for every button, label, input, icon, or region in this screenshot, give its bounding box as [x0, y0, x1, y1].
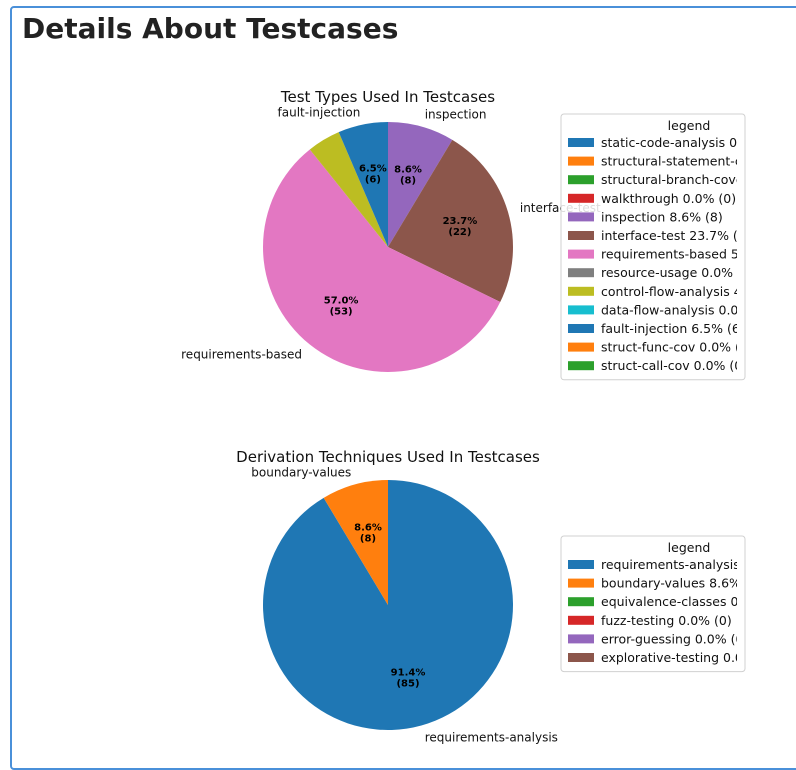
chart-title: Derivation Techniques Used In Testcases — [236, 448, 540, 466]
page-title: Details About Testcases — [22, 12, 399, 45]
slice-name-label: inspection — [425, 107, 487, 121]
slice-name-label: requirements-based — [181, 347, 302, 361]
legend-swatch-requirements-analysis — [568, 560, 594, 569]
legend-swatch-struct-func-cov — [568, 342, 594, 352]
legend-swatch-data-flow-analysis — [568, 305, 594, 315]
pie-slice-interface-test — [388, 139, 513, 303]
legend-entry-struct-call-cov: struct-call-cov 0.0% (0 — [601, 358, 742, 373]
legend-entry-boundary-values: boundary-values 8.6% — [601, 576, 741, 591]
chart-title: Test Types Used In Testcases — [280, 88, 495, 106]
legend-swatch-struct-call-cov — [568, 361, 594, 371]
legend-swatch-equivalence-classes — [568, 597, 594, 607]
legend-entry-walkthrough: walkthrough 0.0% (0) — [601, 191, 736, 206]
pie-slice-boundary-values — [323, 480, 388, 605]
legend-swatch-error-guessing — [568, 634, 594, 644]
slice-percent-label: 57.0% (53) — [324, 296, 359, 318]
legend-swatch-resource-usage — [568, 268, 594, 278]
legend-swatch-requirements-based — [568, 249, 594, 259]
legend-entry-fault-injection: fault-injection 6.5% (6 — [601, 321, 740, 336]
legend-box — [560, 113, 746, 381]
legend-swatch-control-flow-analysis — [568, 286, 594, 296]
legend-entry-interface-test: interface-test 23.7% ( — [601, 228, 738, 243]
slice-percent-label: 91.4% (85) — [391, 667, 426, 689]
legend-swatch-interface-test — [568, 231, 594, 240]
legend-swatch-static-code-analysis — [568, 138, 594, 147]
legend-entry-data-flow-analysis: data-flow-analysis 0.0 — [601, 302, 738, 317]
legend-entry-static-code-analysis: static-code-analysis 0 — [601, 135, 737, 150]
legend-swatch-boundary-values — [568, 578, 594, 588]
legend-entry-error-guessing: error-guessing 0.0% (0 — [601, 631, 743, 646]
test-types-pie-chart: Test Types Used In Testcases 8.6% (8) inspe… — [181, 88, 746, 381]
legend-entry-control-flow-analysis: control-flow-analysis 4 — [601, 284, 742, 299]
slice-name-label: fault-injection — [278, 105, 361, 119]
pie-slice-inspection — [388, 122, 453, 247]
legend-entry-explorative-testing: explorative-testing 0.0 — [601, 650, 743, 665]
pie-slice-fault-injection — [338, 122, 388, 247]
legend-swatch-structural-branch-coverage — [568, 175, 594, 185]
legend-entry-resource-usage: resource-usage 0.0% ( — [601, 265, 742, 280]
derivation-techniques-pie-chart: Derivation Techniques Used In Testcases 9… — [236, 448, 746, 745]
legend-entry-fuzz-testing: fuzz-testing 0.0% (0) — [601, 613, 732, 628]
legend-swatch-explorative-testing — [568, 653, 594, 662]
legend-entry-structural-branch-coverage: structural-branch-cove — [601, 172, 744, 187]
slice-percent-label: 8.6% (8) — [394, 165, 422, 187]
pie-slice-control-flow-analysis — [309, 132, 388, 247]
legend-entry-inspection: inspection 8.6% (8) — [601, 209, 723, 224]
slice-percent-label: 23.7% (22) — [443, 216, 478, 238]
legend-box — [560, 535, 746, 673]
slice-name-label: requirements-analysis — [425, 731, 558, 745]
legend-title: legend — [668, 540, 711, 555]
slice-name-label: boundary-values — [251, 465, 351, 479]
legend-entry-equivalence-classes: equivalence-classes 0 — [601, 594, 738, 609]
slice-percent-label: 6.5% (6) — [359, 164, 387, 186]
legend-entry-requirements-based: requirements-based 5 — [601, 247, 739, 262]
legend-swatch-fault-injection — [568, 324, 594, 333]
slice-percent-label: 8.6% (8) — [354, 523, 382, 545]
pie-slice-requirements-based — [263, 149, 501, 372]
legend-entry-requirements-analysis: requirements-analysis — [601, 557, 740, 572]
legend-swatch-walkthrough — [568, 193, 594, 203]
legend-entry-struct-func-cov: struct-func-cov 0.0% ( — [601, 340, 740, 355]
legend-entry-structural-statement-coverage: structural-statement-c — [601, 154, 742, 169]
legend-swatch-structural-statement-coverage — [568, 156, 594, 166]
legend-title: legend — [668, 118, 711, 133]
legend-swatch-inspection — [568, 212, 594, 222]
legend-swatch-fuzz-testing — [568, 615, 594, 625]
